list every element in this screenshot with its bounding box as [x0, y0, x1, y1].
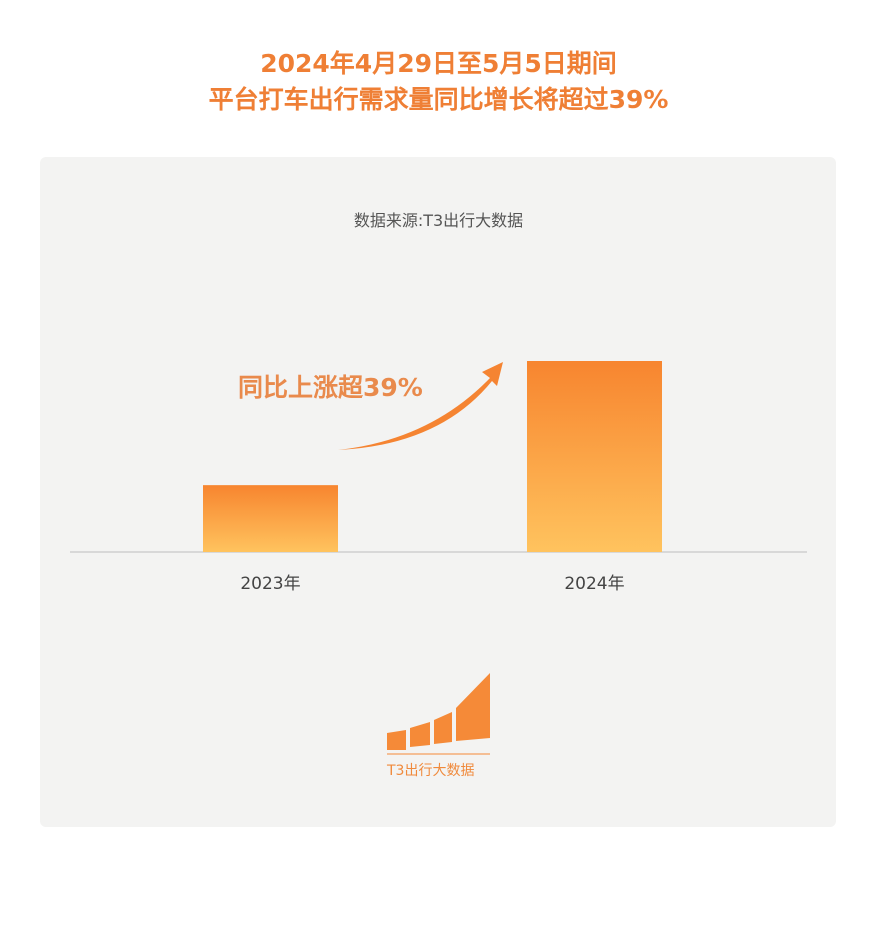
logo-text: T3出行大数据 — [386, 763, 474, 779]
data-source: 数据来源:T3出行大数据 — [353, 211, 524, 230]
title-line-1: 2024年4月29日至5月5日期间 — [260, 49, 617, 78]
logo-icon — [387, 673, 490, 755]
bar-2023年 — [203, 485, 338, 552]
bar-2024年 — [527, 361, 662, 552]
x-tick-label: 2024年 — [564, 574, 624, 594]
arrow-icon — [338, 362, 503, 450]
x-tick-label: 2023年 — [240, 574, 300, 594]
chart-card — [40, 157, 836, 827]
title-line-2: 平台打车出行需求量同比增长将超过39% — [208, 85, 669, 114]
annotation: 同比上涨超39% — [238, 373, 423, 402]
